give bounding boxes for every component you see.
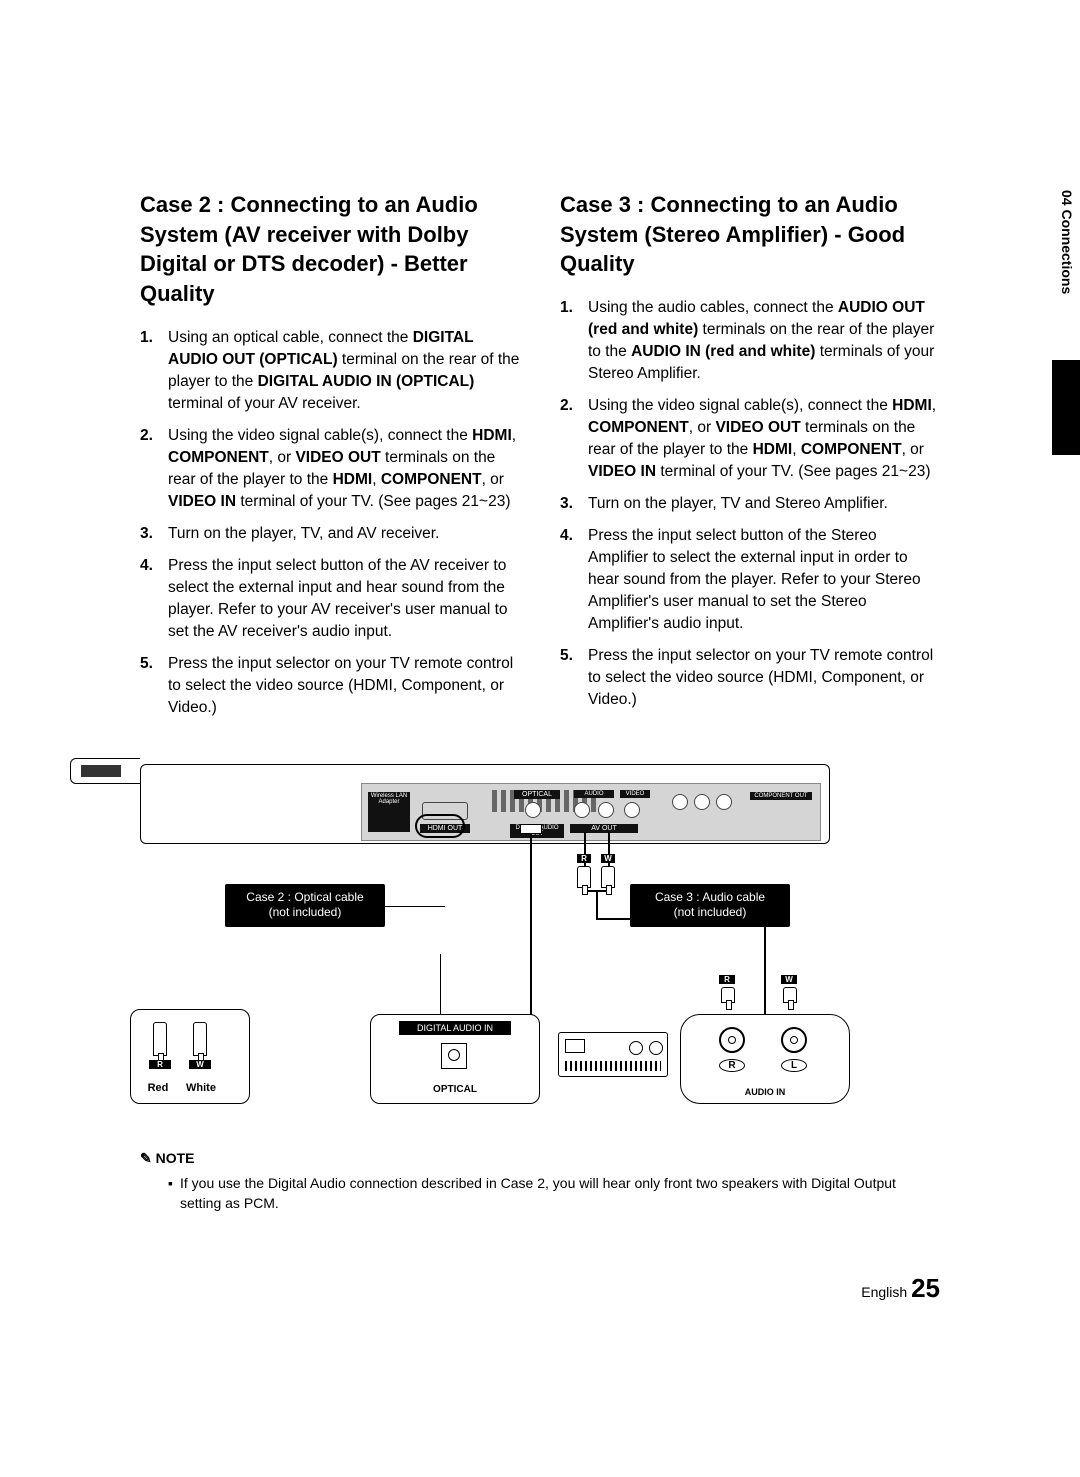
note-text: If you use the Digital Audio connection … bbox=[140, 1174, 940, 1213]
player-rear-icon: Wireless LAN Adapter HDMI OUT OPTICAL DI… bbox=[140, 764, 830, 844]
digital-audio-in-label: DIGITAL AUDIO IN bbox=[399, 1021, 511, 1035]
optical-label: OPTICAL bbox=[371, 1084, 539, 1095]
case3-steps: Using the audio cables, connect the AUDI… bbox=[560, 297, 940, 711]
note-header: NOTE bbox=[140, 1149, 940, 1169]
rca-plug-icon bbox=[577, 866, 591, 888]
list-item: Press the input select button of the AV … bbox=[140, 555, 520, 643]
chapter-tab: 04 Connections bbox=[1059, 190, 1075, 294]
case3-column: Case 3 : Connecting to an Audio System (… bbox=[560, 190, 940, 729]
case3-cable-label: Case 3 : Audio cable (not included) bbox=[630, 884, 790, 927]
rca-plug-red-icon bbox=[153, 1022, 167, 1056]
r-label: R bbox=[577, 854, 591, 863]
r-badge: R bbox=[719, 975, 735, 984]
cable-coil-icon bbox=[415, 814, 465, 838]
rca-plugs-box: R W Red White bbox=[130, 1009, 250, 1104]
w-label: W bbox=[601, 854, 615, 863]
case2-cable-label: Case 2 : Optical cable (not included) bbox=[225, 884, 385, 927]
optical-in-box: DIGITAL AUDIO IN OPTICAL bbox=[370, 1014, 540, 1104]
optical-plug-top-icon bbox=[520, 824, 542, 834]
video-label: VIDEO bbox=[620, 790, 650, 798]
list-item: Using the video signal cable(s), connect… bbox=[560, 395, 940, 483]
page-content: 04 Connections Case 2 : Connecting to an… bbox=[140, 190, 940, 1214]
l-circle-label: L bbox=[781, 1059, 807, 1072]
avout-label: AV OUT bbox=[570, 824, 638, 833]
page-number: 25 bbox=[911, 1273, 940, 1303]
red-label: Red bbox=[141, 1082, 175, 1094]
component-ports-icon bbox=[672, 794, 732, 810]
audio-r-port-icon bbox=[598, 802, 614, 818]
w-badge: W bbox=[781, 975, 797, 984]
rca-jack-r-icon bbox=[719, 1027, 745, 1053]
case2-column: Case 2 : Connecting to an Audio System (… bbox=[140, 190, 520, 729]
audio-in-label: AUDIO IN bbox=[681, 1087, 849, 1097]
case3-title: Case 3 : Connecting to an Audio System (… bbox=[560, 190, 940, 279]
white-label: White bbox=[181, 1082, 221, 1094]
optical-port-label: OPTICAL bbox=[514, 790, 560, 799]
footer-lang: English bbox=[861, 1284, 907, 1300]
video-port-icon bbox=[624, 802, 640, 818]
list-item: Using an optical cable, connect the DIGI… bbox=[140, 327, 520, 415]
rca-plug-white-icon bbox=[193, 1022, 207, 1056]
case2-title: Case 2 : Connecting to an Audio System (… bbox=[140, 190, 520, 309]
rca-jack-l-icon bbox=[781, 1027, 807, 1053]
rca-plug-icon bbox=[783, 987, 797, 1003]
list-item: Using the video signal cable(s), connect… bbox=[140, 425, 520, 513]
list-item: Turn on the player, TV, and AV receiver. bbox=[140, 523, 520, 545]
r-badge: R bbox=[149, 1060, 171, 1069]
wlan-port-label: Wireless LAN Adapter bbox=[368, 792, 410, 832]
optical-port-icon bbox=[525, 802, 541, 818]
w-badge: W bbox=[189, 1060, 211, 1069]
edge-tab-marker bbox=[1052, 360, 1080, 455]
connection-diagram: Wireless LAN Adapter HDMI OUT OPTICAL DI… bbox=[140, 754, 850, 1124]
rca-plug-icon bbox=[601, 866, 615, 888]
list-item: Press the input select button of the Ste… bbox=[560, 525, 940, 635]
av-receiver-icon bbox=[558, 1032, 668, 1077]
two-column-layout: Case 2 : Connecting to an Audio System (… bbox=[140, 190, 940, 729]
audio-l-port-icon bbox=[574, 802, 590, 818]
list-item: Press the input selector on your TV remo… bbox=[140, 653, 520, 719]
player-side-icon bbox=[70, 758, 140, 784]
optical-jack-icon bbox=[441, 1043, 467, 1069]
r-circle-label: R bbox=[719, 1059, 745, 1072]
note-section: NOTE If you use the Digital Audio connec… bbox=[140, 1149, 940, 1214]
list-item: Turn on the player, TV and Stereo Amplif… bbox=[560, 493, 940, 515]
list-item: Using the audio cables, connect the AUDI… bbox=[560, 297, 940, 385]
rca-plug-icon bbox=[721, 987, 735, 1003]
audio-label: AUDIO bbox=[574, 790, 614, 798]
audio-in-box: R L AUDIO IN R W bbox=[680, 1014, 850, 1104]
list-item: Press the input selector on your TV remo… bbox=[560, 645, 940, 711]
page-footer: English 25 bbox=[861, 1273, 940, 1304]
component-label: COMPONENT OUT bbox=[750, 792, 812, 800]
optical-cable-line bbox=[530, 829, 532, 1019]
case2-steps: Using an optical cable, connect the DIGI… bbox=[140, 327, 520, 719]
